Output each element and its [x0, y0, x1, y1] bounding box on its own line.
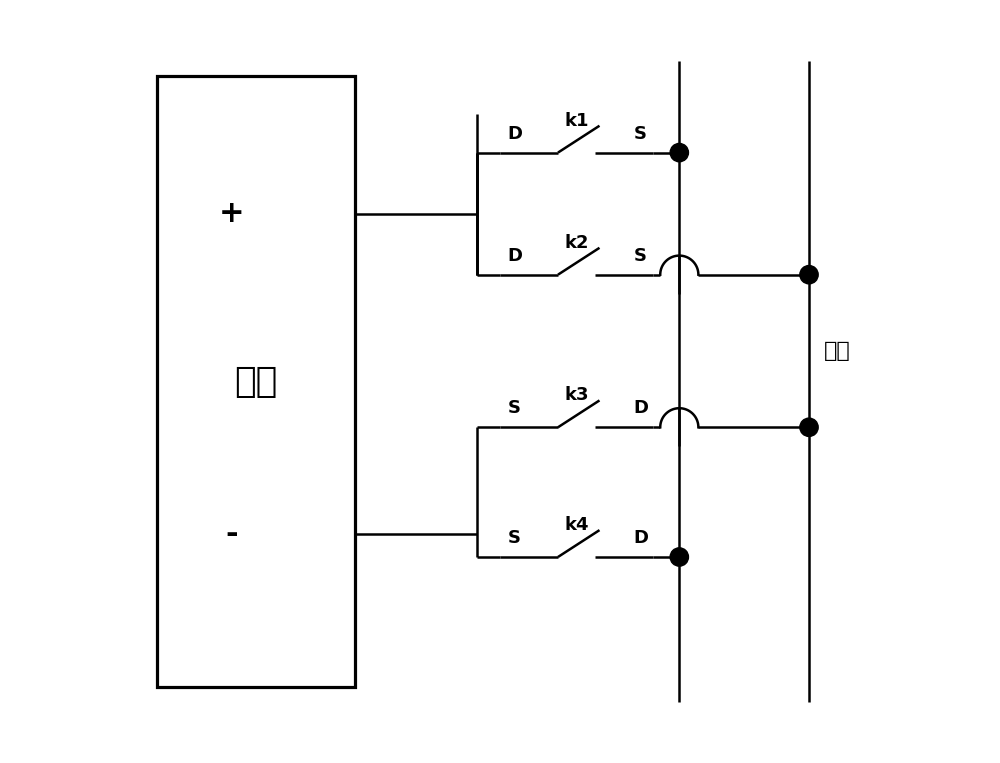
- Text: 输出: 输出: [824, 341, 851, 361]
- Circle shape: [670, 143, 688, 162]
- Text: D: D: [634, 529, 649, 547]
- Text: 输入: 输入: [234, 365, 277, 398]
- Text: S: S: [508, 399, 521, 417]
- Circle shape: [800, 266, 818, 284]
- Bar: [157, 76, 355, 687]
- Text: D: D: [508, 246, 523, 265]
- Circle shape: [670, 548, 688, 566]
- Text: k3: k3: [565, 386, 589, 404]
- Text: D: D: [634, 399, 649, 417]
- Circle shape: [800, 418, 818, 436]
- Text: k4: k4: [565, 516, 589, 534]
- Text: k1: k1: [565, 111, 589, 130]
- Text: S: S: [634, 124, 647, 143]
- Text: S: S: [634, 246, 647, 265]
- Text: k2: k2: [565, 233, 589, 252]
- Text: -: -: [226, 520, 238, 549]
- Text: D: D: [508, 124, 523, 143]
- Text: S: S: [508, 529, 521, 547]
- Text: +: +: [219, 199, 245, 228]
